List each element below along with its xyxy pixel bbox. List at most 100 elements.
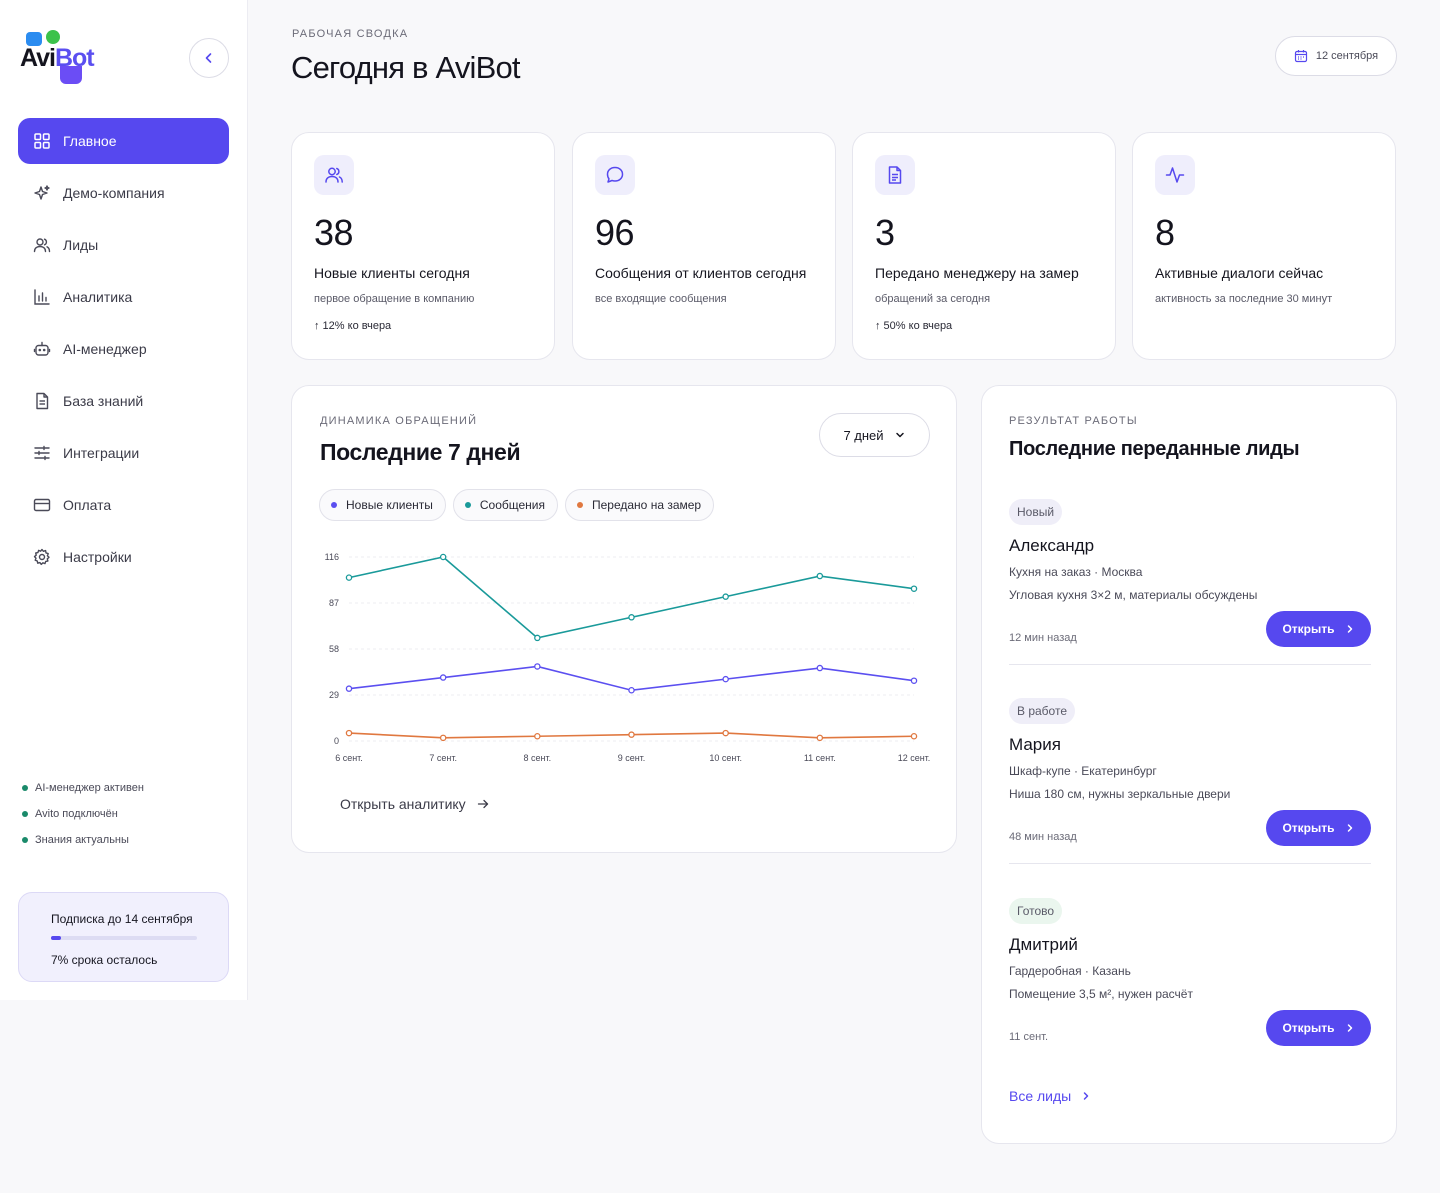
divider [1009, 664, 1371, 665]
sidebar-item-analytics[interactable]: Аналитика [18, 274, 229, 320]
range-select[interactable]: 7 дней [819, 413, 930, 457]
data-point [439, 674, 447, 681]
sidebar-item-ai-manager[interactable]: AI-менеджер [18, 326, 229, 372]
stat-value: 3 [875, 212, 895, 253]
chevron-right-icon [1347, 1024, 1352, 1032]
lead-note: Помещение 3,5 м², нужен расчёт [1009, 987, 1193, 1001]
sidebar-item-integrations[interactable]: Интеграции [18, 430, 229, 476]
subscription-card[interactable]: Подписка до 14 сентября 7% срока осталос… [18, 892, 229, 982]
status-avito: Avito подключён [22, 807, 144, 820]
status-dot [22, 810, 28, 817]
legend-new-clients[interactable]: Новые клиенты [319, 489, 446, 521]
subscription-remaining: 7% срока осталось [51, 953, 158, 967]
stat-label: Новые клиенты сегодня [314, 265, 470, 281]
open-analytics-link[interactable]: Открыть аналитику [340, 796, 490, 812]
stat-value: 8 [1155, 212, 1175, 253]
stat-card-new-clients[interactable]: 38 Новые клиенты сегодня первое обращени… [291, 132, 555, 360]
page-eyebrow: РАБОЧАЯ СВОДКА [292, 28, 409, 40]
y-tick-label: 116 [325, 552, 339, 562]
stat-sub: первое обращение в компанию [314, 293, 475, 305]
date-label: 12 сентября [1315, 50, 1379, 62]
x-tick-label: 12 сент. [898, 753, 931, 763]
legend-measurement[interactable]: Передано на замер [565, 489, 715, 521]
lead-name: Дмитрий [1009, 935, 1078, 954]
data-point [722, 593, 729, 600]
sidebar-item-label: Лиды [63, 237, 99, 253]
all-leads-link[interactable]: Все лиды [1009, 1088, 1091, 1104]
lead-meta: Кухня на заказ · Москва [1009, 565, 1143, 579]
date-picker-button[interactable]: 12 сентября [1275, 36, 1397, 76]
sparkles-icon [32, 183, 52, 203]
y-tick-label: 29 [329, 690, 339, 700]
sidebar-item-leads[interactable]: Лиды [18, 222, 229, 268]
stat-label: Активные диалоги сейчас [1155, 265, 1324, 281]
x-tick-label: 10 сент. [709, 753, 742, 763]
lead-name: Александр [1009, 536, 1095, 555]
open-lead-button[interactable]: Открыть [1266, 1010, 1371, 1046]
legend-messages[interactable]: Сообщения [452, 489, 558, 521]
series-line [348, 665, 915, 692]
sidebar-item-label: AI-менеджер [63, 341, 147, 357]
sidebar-item-settings[interactable]: Настройки [18, 534, 229, 580]
stat-card-active-dialogs[interactable]: 8 Активные диалоги сейчас активность за … [1132, 132, 1396, 360]
grid-icon [32, 131, 52, 151]
collapse-sidebar-button[interactable] [189, 38, 229, 78]
sidebar-item-demo[interactable]: Демо-компания [18, 170, 229, 216]
data-point [534, 634, 541, 642]
system-status-list: AI-менеджер активен Avito подключён Знан… [22, 781, 144, 859]
stat-sub: все входящие сообщения [595, 293, 727, 305]
avibot-logo[interactable]: AviBot [20, 30, 102, 86]
leads-card: РЕЗУЛЬТАТ РАБОТЫ Последние переданные ли… [981, 385, 1397, 1144]
sidebar-item-label: База знаний [63, 393, 144, 409]
stat-sub: обращений за сегодня [875, 293, 991, 305]
stat-delta: ↑ 12% ко вчера [314, 320, 392, 332]
legend-dot [577, 502, 583, 508]
lead-note: Угловая кухня 3×2 м, материалы обсуждены [1009, 588, 1258, 602]
data-point [439, 553, 447, 561]
legend-dot [331, 502, 337, 508]
stat-delta: ↑ 50% ко вчера [875, 320, 953, 332]
data-point [628, 731, 635, 738]
data-point [345, 685, 353, 692]
arrow-right-icon [477, 799, 488, 809]
legend-dot [464, 502, 471, 508]
chart-title: Последние 7 дней [320, 439, 521, 465]
sidebar-nav: Главное Демо-компания Лиды Аналитика AI-… [18, 118, 229, 586]
y-tick-label: 0 [334, 736, 339, 746]
divider [1009, 863, 1371, 864]
card-icon [32, 495, 52, 515]
activity-icon [1155, 155, 1195, 195]
data-point [534, 663, 541, 670]
status-dot [22, 784, 28, 791]
sidebar-item-knowledge[interactable]: База знаний [18, 378, 229, 424]
sidebar-item-label: Оплата [63, 497, 112, 513]
document-icon [875, 155, 915, 195]
sidebar-item-label: Аналитика [63, 289, 133, 305]
x-tick-label: 8 сент. [524, 753, 552, 763]
lead-meta: Шкаф-купе · Екатеринбург [1009, 764, 1157, 778]
status-ai-manager: AI-менеджер активен [22, 781, 144, 794]
leads-title: Последние переданные лиды [1009, 438, 1300, 460]
lead-note: Ниша 180 см, нужны зеркальные двери [1009, 787, 1231, 801]
sidebar-item-home[interactable]: Главное [18, 118, 229, 164]
gear-icon [32, 547, 52, 567]
users-icon [32, 235, 52, 255]
stat-card-measurement[interactable]: 3 Передано менеджеру на замер обращений … [852, 132, 1116, 360]
lead-time: 12 мин назад [1009, 632, 1077, 644]
sidebar-item-label: Настройки [63, 549, 132, 565]
bot-icon [32, 339, 52, 359]
stat-label: Передано менеджеру на замер [875, 265, 1079, 281]
x-tick-label: 9 сент. [618, 753, 646, 763]
open-lead-button[interactable]: Открыть [1266, 810, 1371, 846]
chevron-down-icon [895, 432, 904, 438]
stat-card-messages[interactable]: 96 Сообщения от клиентов сегодня все вхо… [572, 132, 836, 360]
open-lead-button[interactable]: Открыть [1266, 611, 1371, 647]
lead-item: Новый Александр Кухня на заказ · Москва … [1009, 499, 1371, 679]
subscription-progress [51, 936, 197, 940]
status-knowledge: Знания актуальны [22, 833, 144, 846]
subscription-progress-fill [51, 936, 62, 940]
sidebar-item-payment[interactable]: Оплата [18, 482, 229, 528]
chart-legend: Новые клиенты Сообщения Передано на заме… [319, 489, 715, 521]
x-tick-label: 6 сент. [335, 753, 363, 763]
stat-value: 38 [314, 212, 354, 253]
